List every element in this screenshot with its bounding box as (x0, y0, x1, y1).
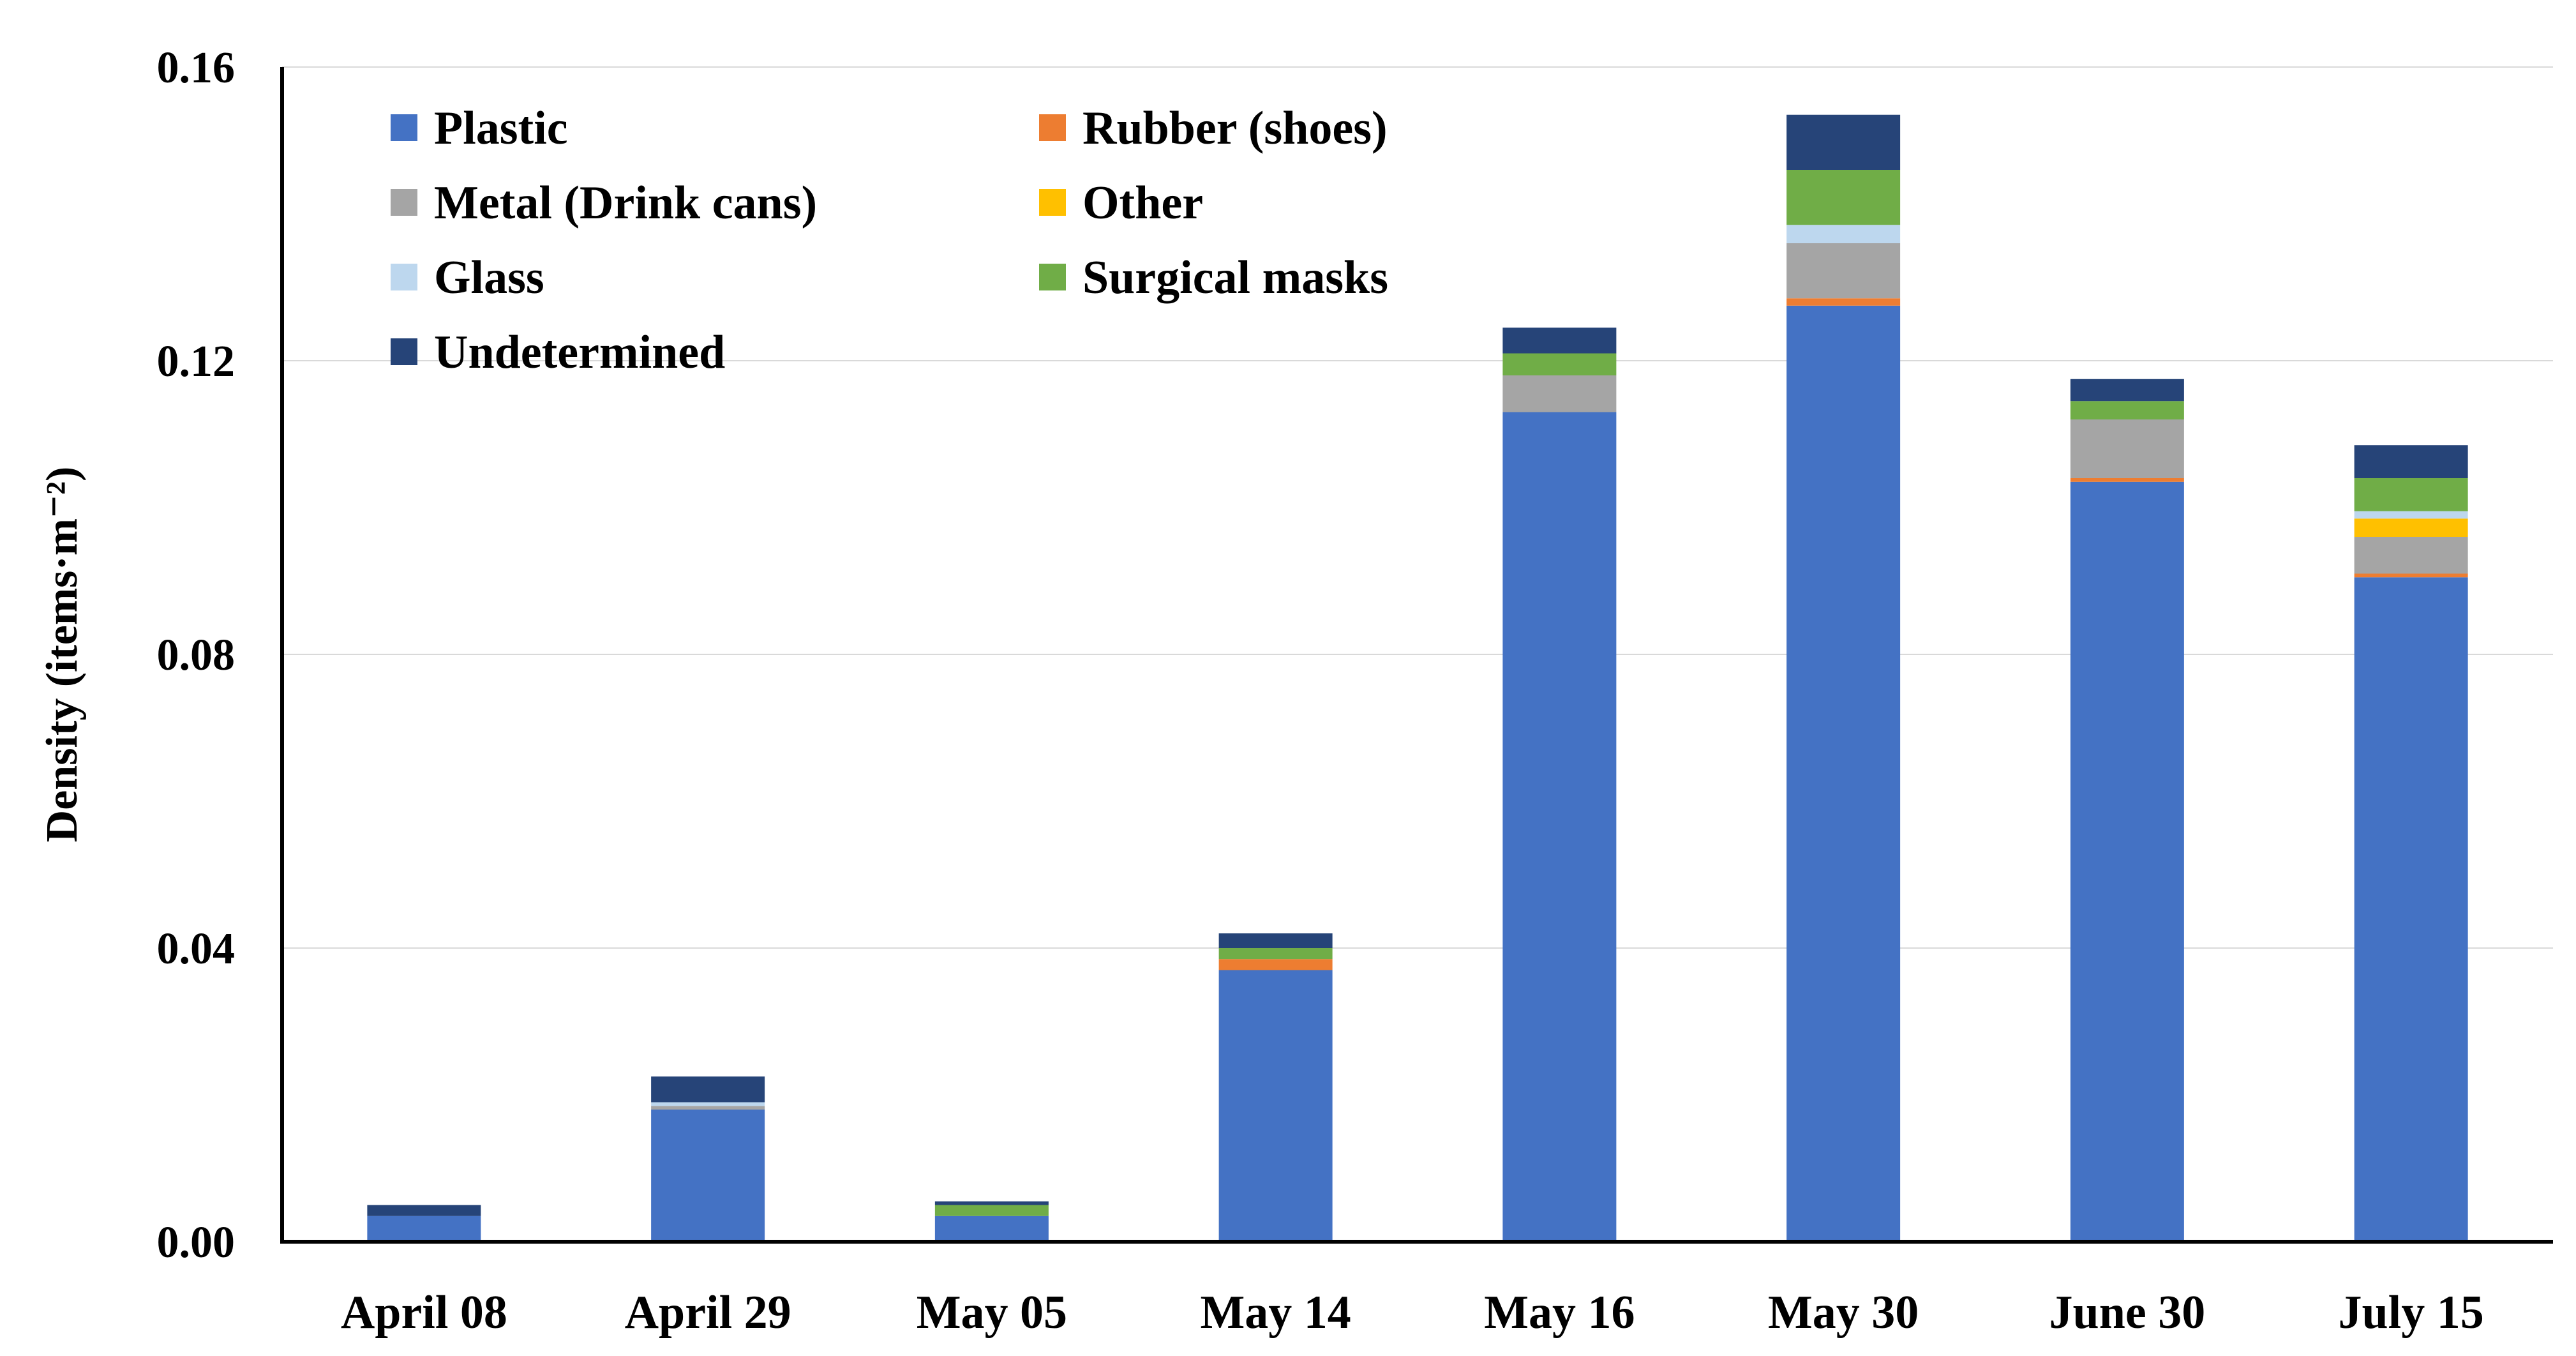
x-tick-label: July 15 (2339, 1286, 2484, 1339)
y-tick-label: 0.00 (157, 1218, 236, 1267)
bar-segment-plastic (1786, 305, 1901, 1242)
bar-segment-glass (1786, 225, 1901, 243)
x-tick-label: May 30 (1768, 1286, 1919, 1339)
legend-item: Other (1039, 177, 1203, 229)
bar-segment-rubber-shoes (1786, 298, 1901, 306)
bar-segment-metal-drink-cans (2070, 419, 2184, 478)
legend-item: Plastic (391, 102, 568, 154)
x-tick-label: May 14 (1200, 1286, 1351, 1339)
bar-segment-surgical-masks (2070, 401, 2184, 419)
bar-segment-metal-drink-cans (1502, 375, 1617, 412)
bar-segment-metal-drink-cans (1786, 243, 1901, 299)
bar-segment-rubber-shoes (2354, 573, 2468, 578)
bar-segment-undetermined (2354, 445, 2468, 478)
legend-item: Metal (Drink cans) (391, 177, 817, 229)
legend-label: Undetermined (434, 326, 725, 379)
x-tick-labels: April 08 April 29 May 05 May 14 May 16 May 30… (341, 1286, 2484, 1339)
legend-swatch (1039, 114, 1066, 141)
bar-segment-undetermined (1786, 114, 1901, 170)
legend-swatch (1039, 264, 1066, 290)
bar-segment-plastic (367, 1216, 481, 1242)
bar-segment-surgical-masks (1502, 353, 1617, 375)
x-tick-label: May 05 (917, 1286, 1067, 1339)
bar-segment-plastic (934, 1216, 1049, 1242)
legend-item: Glass (391, 252, 544, 304)
legend-item: Undetermined (391, 326, 725, 379)
legend: Plastic Rubber (shoes) Metal (Drink cans) O… (391, 102, 1388, 379)
bar-segment-rubber-shoes (1218, 959, 1333, 970)
legend-swatch (391, 189, 417, 216)
bar-segment-surgical-masks (2354, 478, 2468, 511)
bar-segment-glass (2354, 511, 2468, 519)
y-tick-label: 0.08 (157, 631, 236, 680)
bar-segment-plastic (1502, 412, 1617, 1242)
x-tick-label: May 16 (1484, 1286, 1635, 1339)
legend-label: Other (1082, 177, 1203, 229)
y-tick-label: 0.12 (157, 337, 236, 386)
y-tick-label: 0.16 (157, 43, 236, 93)
bar-segment-plastic (1218, 970, 1333, 1242)
x-tick-label: April 29 (625, 1286, 791, 1339)
bar-segment-undetermined (2070, 379, 2184, 402)
legend-swatch (1039, 189, 1066, 216)
bar-segment-metal-drink-cans (2354, 537, 2468, 574)
legend-item: Surgical masks (1039, 252, 1388, 304)
legend-swatch (391, 264, 417, 290)
bar-segment-plastic (2354, 577, 2468, 1242)
bars (367, 114, 2468, 1242)
bar-segment-surgical-masks (1786, 170, 1901, 225)
x-tick-label: June 30 (2049, 1286, 2206, 1339)
legend-label: Metal (Drink cans) (434, 177, 817, 229)
legend-swatch (391, 338, 417, 365)
legend-swatch (391, 114, 417, 141)
bar-segment-glass (651, 1102, 765, 1106)
y-axis-label: Density (items·m⁻²) (38, 467, 87, 843)
bar-segment-surgical-masks (934, 1205, 1049, 1216)
bar-segment-plastic (2070, 481, 2184, 1242)
bar-segment-undetermined (1502, 328, 1617, 354)
bar-segment-surgical-masks (1218, 948, 1333, 960)
bar-segment-undetermined (367, 1205, 481, 1216)
bar-segment-other (2354, 518, 2468, 537)
bar-segment-undetermined (934, 1201, 1049, 1205)
legend-item: Rubber (shoes) (1039, 102, 1388, 154)
y-tick-labels: 0.00 0.04 0.08 0.12 0.16 (157, 43, 236, 1267)
x-tick-label: April 08 (341, 1286, 507, 1339)
legend-label: Rubber (shoes) (1082, 102, 1388, 154)
bar-segment-plastic (651, 1110, 765, 1242)
legend-label: Surgical masks (1082, 252, 1388, 304)
axes (280, 67, 2553, 1244)
legend-label: Glass (434, 252, 544, 304)
bar-segment-metal-drink-cans (651, 1106, 765, 1110)
legend-label: Plastic (434, 102, 568, 154)
bar-segment-undetermined (1218, 933, 1333, 948)
y-tick-label: 0.04 (157, 924, 236, 974)
bar-segment-undetermined (651, 1076, 765, 1103)
bar-segment-rubber-shoes (2070, 478, 2184, 482)
